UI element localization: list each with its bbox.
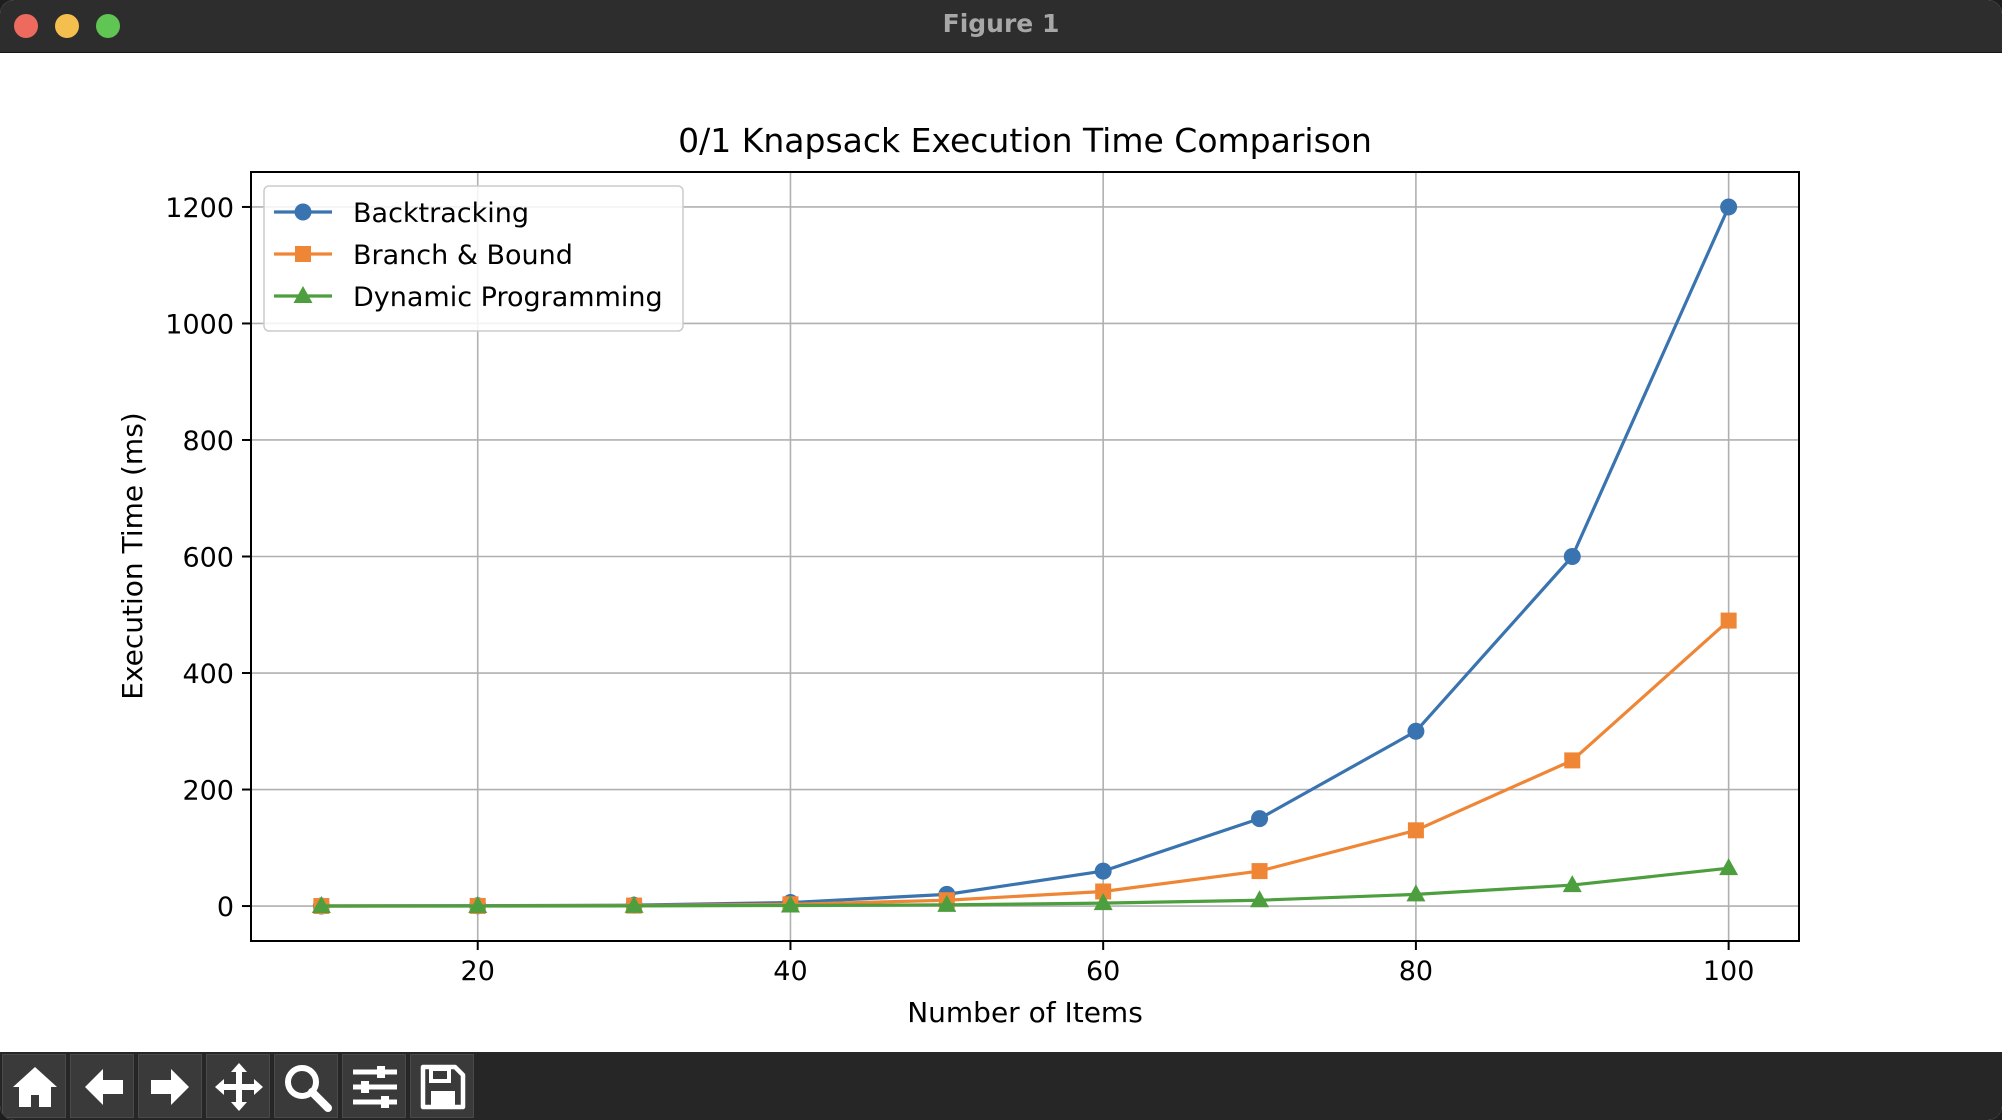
data-point — [1721, 613, 1737, 629]
data-point — [1719, 858, 1738, 875]
series-line — [321, 868, 1728, 906]
legend-marker — [295, 204, 312, 221]
forward-arrow-icon — [145, 1061, 197, 1113]
window-title: Figure 1 — [0, 0, 2002, 52]
y-tick-label: 400 — [182, 659, 234, 690]
x-tick-label: 60 — [1086, 956, 1120, 987]
title-bar: Figure 1 — [0, 0, 2002, 53]
save-floppy-icon — [417, 1061, 469, 1113]
data-point — [1251, 810, 1268, 827]
y-tick-label: 0 — [217, 892, 234, 923]
legend: Backtracking Branch & Bound Dynamic Progra… — [264, 186, 683, 331]
series-line — [321, 621, 1728, 906]
y-tick-label: 800 — [182, 426, 234, 457]
pan-move-icon — [213, 1061, 265, 1113]
x-tick-label: 80 — [1399, 956, 1433, 987]
y-tick-label: 1000 — [165, 309, 234, 340]
y-axis-label: Execution Time (ms) — [116, 412, 149, 699]
data-point — [1408, 822, 1424, 838]
x-axis-label: Number of Items — [907, 996, 1143, 1029]
legend-label: Branch & Bound — [353, 240, 573, 271]
x-tick-label: 20 — [461, 956, 495, 987]
y-tick-label: 1200 — [165, 193, 234, 224]
back-arrow-button[interactable] — [70, 1054, 134, 1118]
y-tick-label: 600 — [182, 543, 234, 574]
configure-subplots-button[interactable] — [342, 1054, 406, 1118]
series-dynamic-programming — [312, 858, 1738, 913]
pan-move-button[interactable] — [206, 1054, 270, 1118]
home-icon — [9, 1061, 61, 1113]
legend-label: Dynamic Programming — [353, 282, 663, 313]
figure-canvas: 20 40 60 80 100 0 200 400 600 800 1000 1200 0/1 Kna… — [0, 53, 2002, 1053]
legend-marker — [295, 246, 311, 262]
back-arrow-icon — [77, 1061, 129, 1113]
data-point — [1564, 752, 1580, 768]
legend-label: Backtracking — [353, 198, 529, 229]
chart-title: 0/1 Knapsack Execution Time Comparison — [678, 121, 1372, 160]
y-tick-label: 200 — [182, 776, 234, 807]
forward-arrow-button[interactable] — [138, 1054, 202, 1118]
navigation-toolbar — [0, 1052, 2002, 1120]
home-button[interactable] — [2, 1054, 66, 1118]
series-branch-bound — [313, 613, 1736, 914]
data-point — [1095, 863, 1112, 880]
save-floppy-button[interactable] — [410, 1054, 474, 1118]
zoom-magnifier-icon — [281, 1061, 333, 1113]
zoom-magnifier-button[interactable] — [274, 1054, 338, 1118]
data-point — [1720, 198, 1737, 215]
configure-subplots-icon — [349, 1061, 401, 1113]
x-tick-label: 100 — [1703, 956, 1755, 987]
x-tick-label: 40 — [773, 956, 807, 987]
data-point — [1564, 548, 1581, 565]
data-point — [1252, 863, 1268, 879]
data-point — [1407, 723, 1424, 740]
